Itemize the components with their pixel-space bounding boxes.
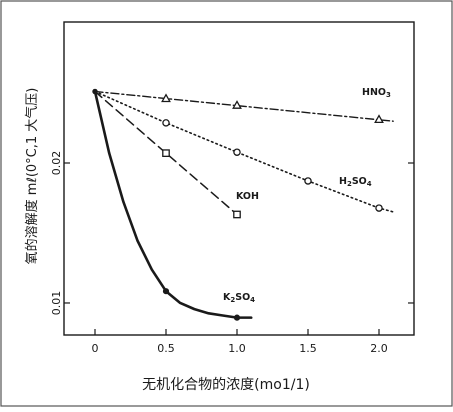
x-tick-label: 2.0 (370, 342, 388, 355)
y-axis-label: 氧的溶解度 mℓ(0°C,1 大气压) (24, 88, 40, 265)
series-line-K2SO4 (93, 90, 253, 319)
series-label-part: 2 (347, 180, 352, 188)
data-point-H2SO4 (375, 204, 383, 212)
series-label-part: KOH (236, 191, 259, 202)
axis-ticks: 0 0.5 1.0 1.5 2.0 0.01 0.02 (50, 151, 414, 355)
data-point-H2SO4 (304, 177, 312, 185)
series-label-part: 2 (230, 296, 235, 304)
series-label-part: HNO (362, 87, 386, 98)
series-markers (92, 88, 384, 321)
y-tick-label: 0.02 (50, 151, 63, 176)
series-label-part: H (339, 176, 347, 187)
series-line-HNO3 (94, 90, 394, 122)
x-tick-label: 0.5 (157, 342, 175, 355)
x-tick-label: 1.5 (299, 342, 317, 355)
data-point-KOH (162, 149, 170, 157)
y-tick-label: 0.01 (50, 291, 63, 316)
series-label-KOH: KOH (236, 191, 259, 202)
data-point-K2SO4 (233, 314, 241, 321)
data-point-HNO3 (374, 114, 384, 124)
data-point-H2SO4 (233, 148, 241, 156)
series-label-part: 4 (250, 296, 255, 304)
series-label-part: SO (352, 176, 367, 187)
data-point-HNO3 (232, 100, 242, 109)
series-line-KOH (94, 90, 238, 216)
origin-point (92, 88, 98, 95)
x-axis-label: 无机化合物的浓度(mo1/1) (142, 377, 310, 393)
series-label-part: SO (235, 292, 250, 303)
data-point-KOH (233, 210, 241, 219)
series-label-K2SO4: K2SO4 (223, 292, 255, 304)
plot-frame (63, 21, 415, 336)
series-label-H2SO4: H2SO4 (339, 176, 372, 188)
series-label-part: K (223, 292, 231, 303)
data-point-K2SO4 (162, 288, 170, 295)
x-tick-label: 0 (92, 342, 99, 355)
series-label-part: 3 (386, 91, 391, 99)
x-tick-label: 1.0 (228, 342, 246, 355)
data-point-H2SO4 (162, 119, 170, 127)
series-label-HNO3: HNO3 (362, 87, 391, 99)
series-label-part: 4 (367, 180, 372, 188)
data-point-HNO3 (161, 93, 171, 103)
